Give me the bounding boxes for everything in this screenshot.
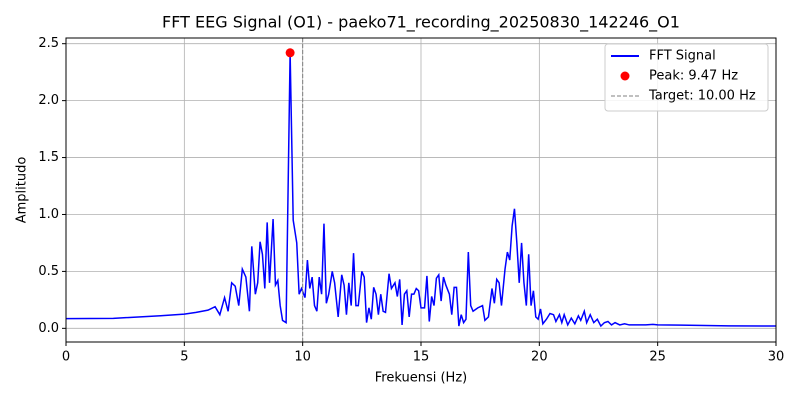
y-tick-label: 0.0	[38, 321, 59, 336]
legend: FFT Signal Peak: 9.47 Hz Target: 10.00 Hz	[604, 43, 769, 112]
x-tick-label: 25	[649, 350, 666, 365]
legend-label: FFT Signal	[649, 49, 716, 64]
y-tick-label: 0.5	[38, 264, 59, 279]
x-tick-label: 20	[531, 350, 548, 365]
x-tick-label: 10	[294, 350, 311, 365]
y-tick-label: 2.0	[38, 93, 59, 108]
plot-frame	[65, 37, 777, 343]
x-tick-label: 30	[768, 350, 785, 365]
x-axis-label: Frekuensi (Hz)	[375, 371, 467, 386]
y-tick-label: 1.0	[38, 207, 59, 222]
legend-label: Peak: 9.47 Hz	[649, 69, 738, 84]
y-axis-label: Amplitudo	[15, 157, 30, 224]
x-tick-label: 0	[62, 350, 70, 365]
chart-title: FFT EEG Signal (O1) - paeko71_recording_…	[162, 13, 680, 33]
y-tick-label: 2.5	[38, 36, 59, 51]
data-line	[65, 52, 777, 328]
x-tick-label: 15	[413, 350, 430, 365]
legend-box	[604, 43, 769, 112]
legend-label: Target: 10.00 Hz	[648, 89, 756, 104]
peak-marker	[285, 48, 295, 58]
legend-swatch	[620, 71, 630, 81]
y-tick-label: 1.5	[38, 150, 59, 165]
x-tick-label: 5	[180, 350, 188, 365]
